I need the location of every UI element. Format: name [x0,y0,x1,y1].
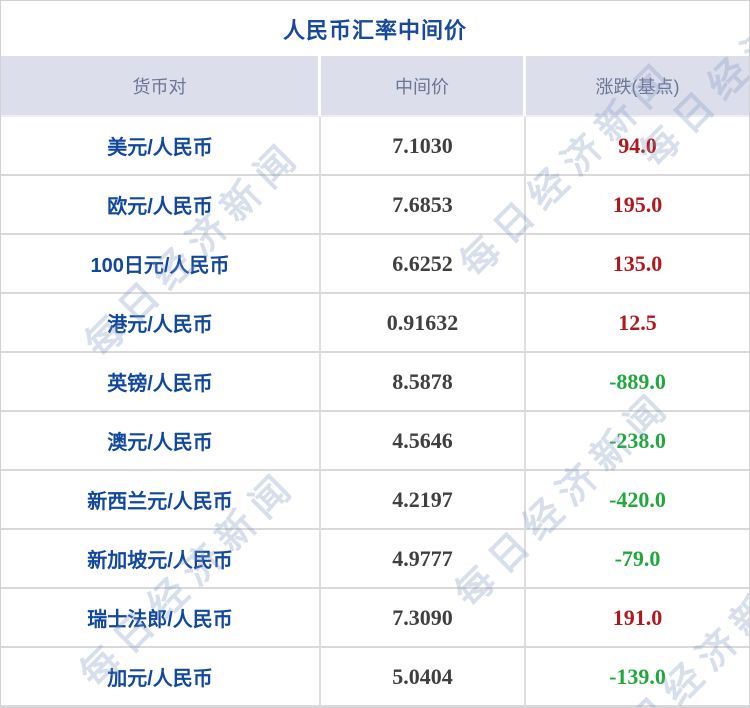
mid-price-cell: 7.1030 [321,117,526,176]
page-title: 人民币汇率中间价 [1,1,749,56]
mid-price-cell: 0.91632 [321,294,526,353]
column-header-change-basis-points: 涨跌(基点) [526,56,749,117]
column-header-mid-price: 中间价 [321,56,526,117]
mid-price-cell: 4.9777 [321,530,526,589]
mid-price-cell: 8.5878 [321,353,526,412]
currency-pair-cell: 100日元/人民币 [1,235,321,294]
change-cell: 195.0 [526,176,749,235]
mid-price-cell: 5.0404 [321,648,526,707]
column-header-currency-pair: 货币对 [1,56,321,117]
mid-price-cell: 7.3090 [321,589,526,648]
currency-pair-cell: 欧元/人民币 [1,176,321,235]
currency-pair-cell: 美元/人民币 [1,117,321,176]
change-cell: 135.0 [526,235,749,294]
currency-pair-cell: 港元/人民币 [1,294,321,353]
change-cell: -889.0 [526,353,749,412]
mid-price-cell: 4.2197 [321,471,526,530]
mid-price-cell: 7.6853 [321,176,526,235]
currency-pair-cell: 瑞士法郎/人民币 [1,589,321,648]
change-cell: -139.0 [526,648,749,707]
currency-pair-cell: 加元/人民币 [1,648,321,707]
currency-pair-cell: 英镑/人民币 [1,353,321,412]
currency-pair-cell: 澳元/人民币 [1,412,321,471]
change-cell: -238.0 [526,412,749,471]
mid-price-cell: 6.6252 [321,235,526,294]
currency-pair-cell: 新西兰元/人民币 [1,471,321,530]
change-cell: -420.0 [526,471,749,530]
exchange-rate-table: 货币对 中间价 涨跌(基点) 美元/人民币 7.1030 94.0 欧元/人民币 7.6… [1,56,749,707]
change-cell: 12.5 [526,294,749,353]
change-cell: 94.0 [526,117,749,176]
change-cell: 191.0 [526,589,749,648]
change-cell: -79.0 [526,530,749,589]
mid-price-cell: 4.5646 [321,412,526,471]
currency-pair-cell: 新加坡元/人民币 [1,530,321,589]
